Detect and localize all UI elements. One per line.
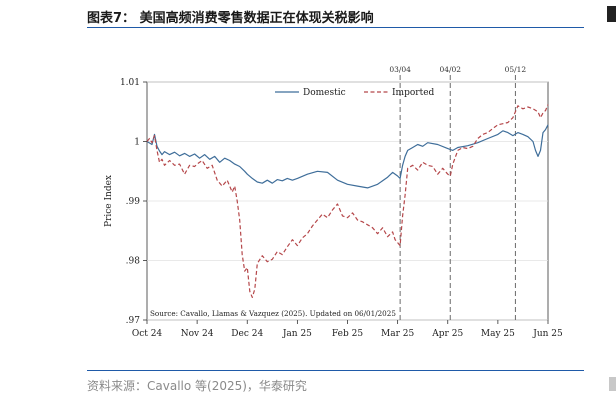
series-line-imported xyxy=(146,104,549,298)
y-tick-label: .97 xyxy=(126,316,141,326)
footer-rule xyxy=(87,370,584,371)
price-index-chart: 03/04 04/02 05/12 .97 .98 .99 1 1.01 Oct 24 Nov … xyxy=(96,58,592,368)
legend: Domestic Imported xyxy=(275,88,435,98)
y-axis-label: Price Index xyxy=(104,175,114,227)
x-tick-label: Feb 25 xyxy=(332,329,363,339)
x-tick-label: Apr 25 xyxy=(431,329,463,339)
adjacent-figure-edge xyxy=(607,6,616,22)
y-tick-label: 1.01 xyxy=(120,78,140,88)
adjacent-figure-footer xyxy=(609,377,616,391)
annotation-label: 03/04 xyxy=(389,65,411,74)
y-tick-label: .99 xyxy=(126,197,141,207)
legend-label: Imported xyxy=(392,88,435,98)
x-tick-label: Dec 24 xyxy=(231,329,263,339)
legend-label: Domestic xyxy=(303,88,346,98)
x-tick-label: Jun 25 xyxy=(532,329,563,339)
x-tick-label: Jan 25 xyxy=(282,329,312,339)
x-tick-label: Oct 24 xyxy=(132,329,163,339)
x-tick-label: Mar 25 xyxy=(381,329,414,339)
annotation-label: 04/02 xyxy=(439,65,461,74)
annotation-lines: 03/04 04/02 05/12 xyxy=(389,65,526,320)
y-tick-label: .98 xyxy=(126,257,141,267)
title-rule xyxy=(87,27,584,28)
chart-source-note: Source: Cavallo, Llamas & Vazquez (2025)… xyxy=(150,309,396,318)
figure-header: 图表7： 美国高频消费零售数据正在体现关税影响 xyxy=(0,0,616,28)
x-tick-label: May 25 xyxy=(481,329,515,339)
chart-svg: 03/04 04/02 05/12 .97 .98 .99 1 1.01 Oct 24 Nov … xyxy=(104,65,563,339)
y-tick-label: 1 xyxy=(134,138,140,148)
series-line-domestic xyxy=(146,124,549,189)
series-layer xyxy=(146,104,549,298)
gridlines xyxy=(147,81,548,321)
annotation-label: 05/12 xyxy=(505,65,527,74)
figure-source: 资料来源：Cavallo 等(2025)，华泰研究 xyxy=(87,379,307,393)
figure-title: 图表7： 美国高频消费零售数据正在体现关税影响 xyxy=(87,11,374,26)
x-tick-label: Nov 24 xyxy=(181,329,214,339)
axes: .97 .98 .99 1 1.01 Oct 24 Nov 24 Dec 24 Jan 25 Fe… xyxy=(104,78,563,339)
